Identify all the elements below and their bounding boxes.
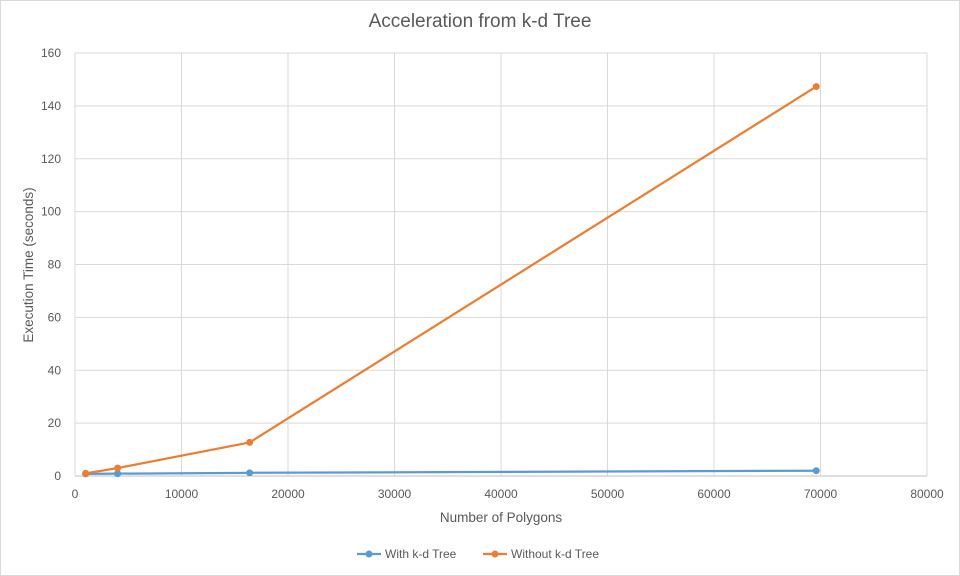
y-axis-title: Execution Time (seconds) — [21, 187, 36, 342]
legend-label: With k-d Tree — [385, 547, 457, 561]
x-axis-ticks: 0 10000 20000 30000 40000 50000 60000 70000 8000… — [72, 487, 944, 501]
data-point — [246, 438, 254, 446]
data-point — [812, 83, 820, 91]
legend: With k-d Tree Without k-d Tree — [357, 547, 599, 561]
series-line-2 — [85, 85, 817, 475]
y-tick-label: 60 — [48, 310, 62, 324]
y-tick-label: 140 — [41, 99, 61, 113]
x-tick-label: 50000 — [591, 487, 625, 501]
legend-marker — [365, 550, 373, 558]
data-point — [812, 467, 820, 475]
x-axis-title: Number of Polygons — [440, 510, 563, 525]
x-tick-label: 60000 — [697, 487, 731, 501]
x-tick-label: 0 — [72, 487, 79, 501]
data-point — [82, 469, 90, 477]
x-tick-label: 20000 — [271, 487, 305, 501]
x-tick-label: 70000 — [804, 487, 838, 501]
legend-label: Without k-d Tree — [511, 547, 599, 561]
data-point — [246, 469, 254, 477]
y-tick-label: 80 — [48, 258, 62, 272]
x-tick-label: 10000 — [165, 487, 199, 501]
x-tick-label: 80000 — [910, 487, 944, 501]
data-point — [114, 464, 122, 472]
x-tick-label: 40000 — [484, 487, 518, 501]
y-tick-label: 40 — [48, 363, 62, 377]
y-axis-ticks: 0 20 40 60 80 100 120 140 160 — [41, 46, 61, 483]
series-lines — [82, 83, 820, 478]
x-tick-label: 30000 — [378, 487, 412, 501]
data-point — [114, 470, 122, 478]
y-tick-label: 160 — [41, 46, 61, 60]
legend-marker — [491, 550, 499, 558]
y-tick-label: 0 — [54, 469, 61, 483]
chart-title: Acceleration from k-d Tree — [368, 11, 592, 32]
y-tick-label: 20 — [48, 416, 62, 430]
series-line-1 — [85, 469, 817, 476]
y-tick-label: 120 — [41, 152, 61, 166]
gridlines — [74, 52, 928, 477]
y-tick-label: 100 — [41, 205, 61, 219]
